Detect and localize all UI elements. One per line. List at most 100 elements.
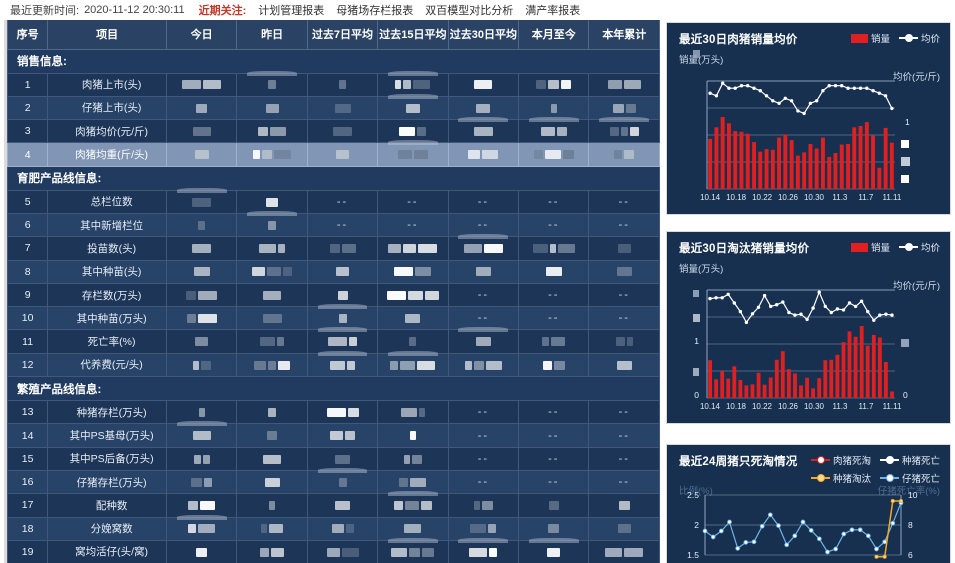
chart-plot-area[interactable]: 10.14 10.18 10.22 10.26 10.30 11.3 11.7 11.11 1 [667,23,951,215]
chart-card-cull-pig-sales[interactable]: 最近30日淘汰猪销量均价 销量 均价 销量(万头) 均价(元/斤) 10.14 1… [666,231,951,424]
row-value-cell[interactable] [588,259,660,284]
legend-item-fattening-pig-mortality[interactable]: 肉猪死淘 [810,453,871,467]
row-value-cell[interactable] [447,95,520,121]
row-value-cell[interactable]: -- [518,446,590,471]
row-value-cell[interactable] [165,421,238,448]
row-value-cell[interactable]: -- [588,189,660,214]
row-value-cell[interactable] [447,327,520,354]
table-row[interactable]: 1 肉猪上市(头) [7,70,660,97]
row-value-cell[interactable] [518,236,590,261]
row-value-cell[interactable] [518,117,590,144]
legend-item-breeding-pig-death[interactable]: 种猪死亡 [879,453,940,467]
row-value-cell[interactable] [447,352,520,378]
row-value-cell[interactable] [588,142,660,167]
row-value-cell[interactable] [165,539,238,563]
row-value-cell[interactable]: -- [518,469,590,495]
row-value-cell[interactable]: -- [447,189,520,214]
row-value-cell[interactable] [236,282,308,308]
row-value-cell[interactable] [588,493,660,518]
row-value-cell[interactable] [447,142,520,167]
column-header-index[interactable]: 序号 [7,20,49,50]
row-value-cell[interactable] [165,493,238,518]
row-value-cell[interactable] [518,329,590,354]
row-value-cell[interactable] [165,95,238,121]
column-header-avg30[interactable]: 过去30日平均 [447,20,520,50]
row-value-cell[interactable] [306,236,379,261]
row-value-cell[interactable] [518,493,590,518]
row-value-cell[interactable] [377,70,449,97]
row-value-cell[interactable] [306,327,379,354]
row-value-cell[interactable] [377,140,449,167]
row-value-cell[interactable] [165,142,238,167]
chart-plot-area[interactable]: 10.14 10.18 10.22 10.26 10.30 11.3 11.7 11.1101… [667,232,951,424]
row-value-cell[interactable] [236,259,308,284]
row-value-cell[interactable] [236,539,308,563]
row-value-cell[interactable] [306,304,379,331]
report-link-sow-farm-inventory[interactable]: 母猪场存栏报表 [336,5,414,17]
table-row[interactable]: 9 存栏数(万头) -- -- -- [7,282,660,308]
row-value-cell[interactable] [165,72,238,97]
row-value-cell[interactable] [236,423,308,448]
column-header-avg15[interactable]: 过去15日平均 [377,20,449,50]
table-row[interactable]: 6 其中新增栏位 -- -- -- -- -- [7,211,660,238]
row-value-cell[interactable] [236,236,308,261]
row-value-cell[interactable] [588,329,660,354]
chart-plot-area[interactable]: 2.5 2 1.5 10 8 6 [667,445,951,563]
row-value-cell[interactable] [306,468,379,495]
row-value-cell[interactable] [588,72,660,97]
row-value-cell[interactable] [165,236,238,261]
row-value-cell[interactable] [377,236,449,261]
row-value-cell[interactable] [377,400,449,425]
row-value-cell[interactable] [447,516,520,541]
table-row[interactable]: 10 其中种苗(万头) -- -- -- [7,304,660,331]
row-value-cell[interactable] [236,211,308,238]
row-value-cell[interactable] [236,446,308,471]
kpi-table-panel[interactable]: 序号 项目 今日 昨日 过去7日平均 过去15日平均 过去30日平均 本月至今 … [4,20,660,563]
row-value-cell[interactable]: -- [447,212,520,238]
row-value-cell[interactable] [377,516,449,541]
row-value-cell[interactable]: -- [588,306,660,331]
row-value-cell[interactable]: -- [588,423,660,448]
row-value-cell[interactable]: -- [518,282,590,308]
row-value-cell[interactable] [447,538,520,563]
row-value-cell[interactable] [236,352,308,378]
row-value-cell[interactable] [447,72,520,97]
chart-card-pig-mortality-24weeks[interactable]: 最近24周猪只死淘情况 肉猪死淘 种猪死亡 种猪淘汰 仔猪死亡 比例(%) 仔猪… [666,444,951,563]
row-value-cell[interactable]: -- [588,469,660,495]
table-row[interactable]: 3 肉猪均价(元/斤) [7,117,660,144]
row-value-cell[interactable] [518,72,590,97]
row-value-cell[interactable] [306,400,379,425]
table-row[interactable]: 5 总栏位数 -- -- -- -- -- [7,188,660,214]
row-value-cell[interactable] [377,329,449,354]
row-value-cell[interactable] [447,234,520,261]
row-value-cell[interactable] [236,469,308,495]
table-row[interactable]: 15 其中PS后备(万头) -- -- -- [7,446,660,471]
row-value-cell[interactable] [588,516,660,541]
row-value-cell[interactable] [306,351,379,378]
chart-card-fattening-pig-sales[interactable]: 最近30日肉猪销量均价 销量 均价 销量(万头) 均价(元/斤) 10.14 10… [666,22,951,215]
column-header-month-to-date[interactable]: 本月至今 [518,20,590,50]
legend-item-sales-volume[interactable]: 销量 [850,31,890,45]
row-value-cell[interactable] [518,538,590,563]
row-value-cell[interactable] [518,352,590,378]
legend-item-average-price[interactable]: 均价 [898,240,940,254]
row-value-cell[interactable]: -- [447,400,520,425]
row-value-cell[interactable] [377,491,449,518]
table-row[interactable]: 13 种猪存栏(万头) -- -- -- [7,400,660,425]
row-value-cell[interactable] [447,117,520,144]
row-value-cell[interactable] [377,538,449,563]
row-value-cell[interactable] [588,236,660,261]
row-value-cell[interactable]: -- [518,212,590,238]
row-value-cell[interactable] [377,94,449,121]
row-value-cell[interactable] [306,95,379,121]
row-value-cell[interactable]: -- [447,306,520,331]
row-value-cell[interactable] [165,515,238,541]
row-value-cell[interactable]: -- [306,189,379,214]
row-value-cell[interactable] [518,259,590,284]
row-value-cell[interactable] [236,329,308,354]
row-value-cell[interactable] [306,282,379,308]
row-value-cell[interactable] [236,400,308,425]
row-value-cell[interactable] [588,539,660,563]
legend-item-sales-volume[interactable]: 销量 [850,240,890,254]
row-value-cell[interactable] [377,469,449,495]
